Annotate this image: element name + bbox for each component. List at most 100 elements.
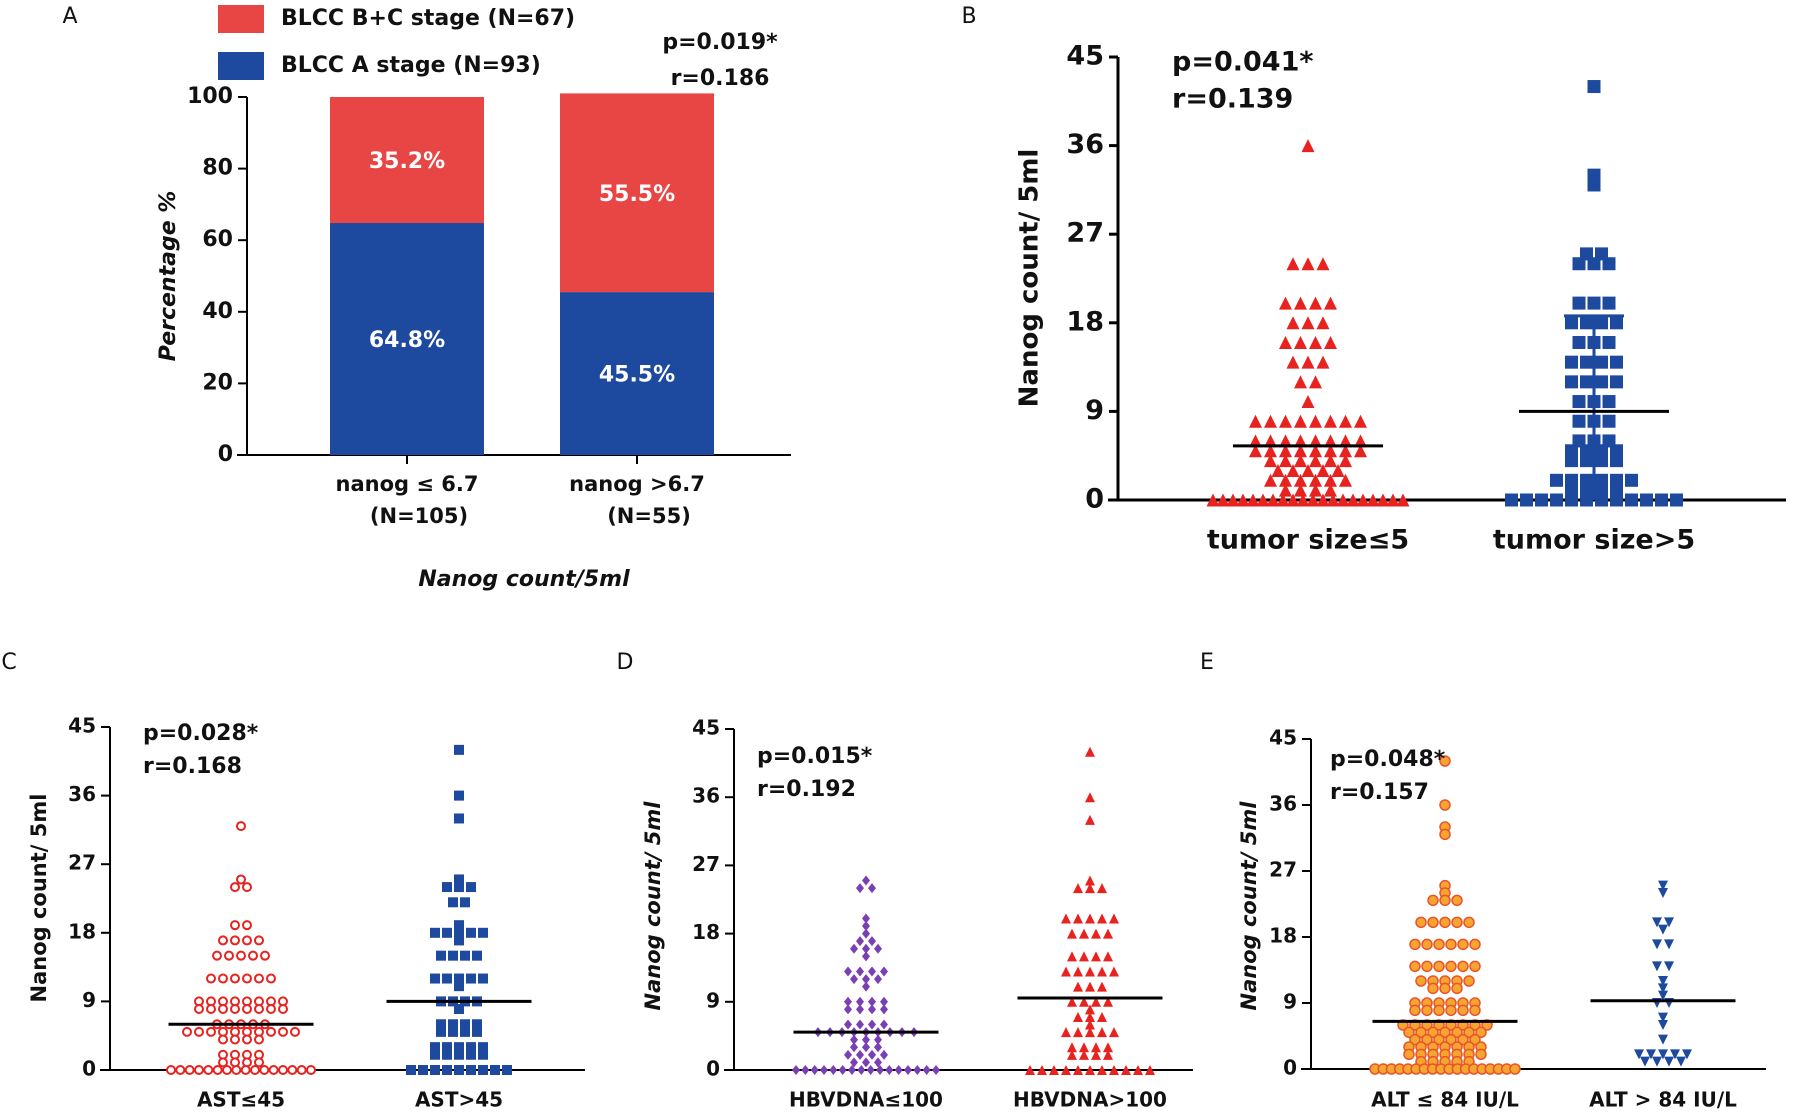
point [1085, 792, 1095, 803]
y-tick-label: 0 [706, 1057, 720, 1081]
point [436, 1026, 446, 1037]
point [460, 1019, 470, 1030]
point [1580, 375, 1593, 389]
point [1286, 316, 1300, 330]
point [454, 981, 464, 992]
point [1439, 894, 1451, 907]
point [1309, 483, 1322, 497]
point [1409, 1004, 1421, 1017]
point [1266, 493, 1280, 507]
point [850, 1042, 858, 1053]
point [218, 935, 228, 946]
point [868, 1004, 876, 1015]
point [1595, 483, 1608, 497]
point [1316, 257, 1330, 271]
annotation: p=0.015* [757, 744, 873, 769]
point [1279, 414, 1292, 428]
point [862, 1034, 870, 1045]
point [230, 882, 240, 893]
point [1451, 1026, 1463, 1039]
point [1475, 1026, 1487, 1039]
point [1279, 473, 1292, 487]
y-tick-label: 45 [692, 716, 720, 740]
point [874, 1034, 882, 1045]
point [206, 1004, 216, 1015]
point [1664, 917, 1674, 928]
y-tick-label: 27 [68, 851, 96, 875]
point [1580, 473, 1593, 487]
point [1339, 444, 1352, 458]
point [1306, 493, 1320, 507]
point [1331, 463, 1345, 477]
point [1264, 454, 1277, 468]
point [1085, 981, 1095, 992]
point [850, 1057, 858, 1068]
point [466, 882, 476, 893]
point [1587, 168, 1601, 182]
point [1079, 1042, 1089, 1053]
point [1433, 1004, 1445, 1017]
x-tick-label: HBVDNA≤100 [789, 1088, 943, 1112]
point [418, 1065, 428, 1075]
point [1580, 355, 1593, 369]
point [1439, 916, 1451, 929]
point [844, 1019, 852, 1030]
point [242, 935, 252, 946]
point [1610, 483, 1623, 497]
point [1067, 996, 1077, 1007]
point [862, 974, 870, 985]
point [254, 1004, 264, 1015]
point [1535, 493, 1548, 507]
point [430, 927, 440, 938]
point [1073, 1011, 1083, 1022]
point [1439, 1026, 1451, 1039]
point [478, 927, 488, 938]
y-tick-label: 27 [1066, 218, 1104, 249]
point [1580, 247, 1593, 261]
point [932, 1065, 940, 1075]
point [862, 981, 870, 992]
y-tick-label: 18 [1269, 924, 1297, 948]
point [454, 1049, 464, 1060]
point [242, 1034, 252, 1045]
point [454, 927, 464, 938]
y-tick-label: 27 [1269, 858, 1297, 882]
point [880, 1049, 888, 1060]
point [1091, 928, 1101, 939]
annotation: p=0.019* [662, 30, 778, 55]
point [218, 973, 228, 984]
y-tick-label: 0 [82, 1057, 96, 1081]
point [1652, 1056, 1662, 1067]
point [194, 1026, 204, 1037]
point [254, 1057, 264, 1068]
point [856, 996, 864, 1007]
point [1249, 414, 1262, 428]
point [1296, 493, 1310, 507]
point [810, 1065, 819, 1075]
point [1109, 966, 1119, 977]
x-tick-label: HBVDNA>100 [1013, 1088, 1167, 1112]
point [1366, 493, 1380, 507]
point [466, 1049, 476, 1060]
y-tick-label: 20 [202, 370, 233, 395]
point [1279, 444, 1292, 458]
point [454, 744, 464, 755]
point [1061, 1027, 1071, 1038]
point [1264, 444, 1277, 458]
point [454, 935, 464, 946]
point [1415, 916, 1427, 929]
point [1602, 434, 1616, 448]
point [1463, 916, 1475, 929]
y-axis-label: Nanog count/ 5ml [27, 794, 51, 1003]
point [1301, 139, 1315, 153]
point [430, 1042, 440, 1053]
point [259, 1065, 270, 1075]
point [792, 1065, 800, 1075]
point [1121, 1065, 1131, 1075]
point [1294, 444, 1307, 458]
point [1073, 1027, 1083, 1038]
point [1103, 1042, 1113, 1053]
point [1602, 257, 1616, 271]
legend-label: BLCC B+C stage (N=67) [281, 6, 575, 31]
point [1595, 247, 1608, 261]
